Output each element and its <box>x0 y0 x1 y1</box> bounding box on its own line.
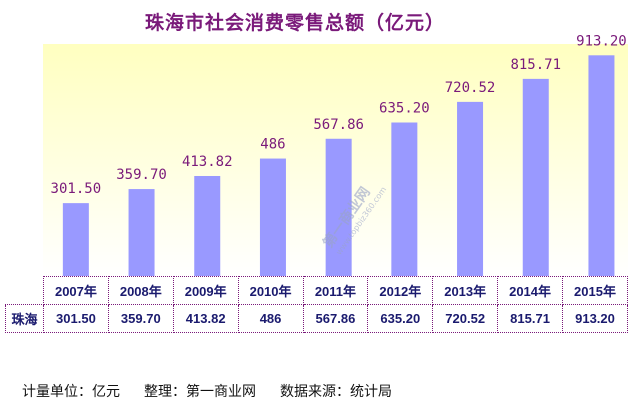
table-header-cell: 2010年 <box>237 276 304 305</box>
table-cell: 486 <box>237 304 304 333</box>
data-label: 567.86 <box>313 117 364 133</box>
table-header-cell: 2009年 <box>172 276 239 305</box>
bar <box>588 55 615 277</box>
bar <box>194 175 221 276</box>
footer-editor: 整理：第一商业网 <box>144 384 256 400</box>
data-label: 359.70 <box>116 167 167 183</box>
data-label: 720.52 <box>445 80 496 96</box>
data-label: 486 <box>260 137 285 153</box>
table-corner-cell <box>5 276 44 305</box>
table-header-cell: 2012年 <box>367 276 434 305</box>
table-cell: 635.20 <box>367 304 434 333</box>
table-header-cell: 2013年 <box>432 276 499 305</box>
footer: 计量单位：亿元 整理：第一商业网 数据来源：统计局 <box>22 381 416 401</box>
data-table: 2007年 2008年 2009年 2010年 2011年 2012年 2013年 2014年… <box>5 276 628 333</box>
data-label: 413.82 <box>182 154 233 170</box>
bar <box>325 138 352 276</box>
bar <box>391 122 418 276</box>
table-cell: 815.71 <box>497 304 563 333</box>
table-cell: 567.86 <box>302 304 369 333</box>
data-label: 635.20 <box>379 100 430 116</box>
table-header-cell: 2014年 <box>497 276 563 305</box>
bar <box>62 203 89 276</box>
footer-unit: 计量单位：亿元 <box>22 384 120 400</box>
table-header-cell: 2007年 <box>43 276 109 305</box>
table-header-cell: 2008年 <box>107 276 174 305</box>
bar <box>522 78 549 276</box>
table-cell: 301.50 <box>43 304 109 333</box>
data-label: 815.71 <box>510 57 561 73</box>
chart-title: 珠海市社会消费零售总额（亿元） <box>144 12 445 34</box>
data-label: 913.20 <box>576 33 627 49</box>
table-header-cell: 2011年 <box>302 276 369 305</box>
table-header-cell: 2015年 <box>562 276 628 305</box>
footer-source: 数据来源：统计局 <box>280 384 392 400</box>
table-header-row: 2007年 2008年 2009年 2010年 2011年 2012年 2013年 2014年… <box>5 276 628 305</box>
table-cell: 359.70 <box>107 304 174 333</box>
table-cell: 913.20 <box>562 304 628 333</box>
bar <box>128 189 155 276</box>
bar <box>457 101 484 277</box>
data-label: 301.50 <box>51 181 102 197</box>
bar <box>259 158 286 276</box>
table-row: 珠海 301.50 359.70 413.82 486 567.86 635.20 720.… <box>5 304 628 333</box>
table-row-label: 珠海 <box>5 304 44 333</box>
table-cell: 413.82 <box>172 304 239 333</box>
table-cell: 720.52 <box>432 304 499 333</box>
